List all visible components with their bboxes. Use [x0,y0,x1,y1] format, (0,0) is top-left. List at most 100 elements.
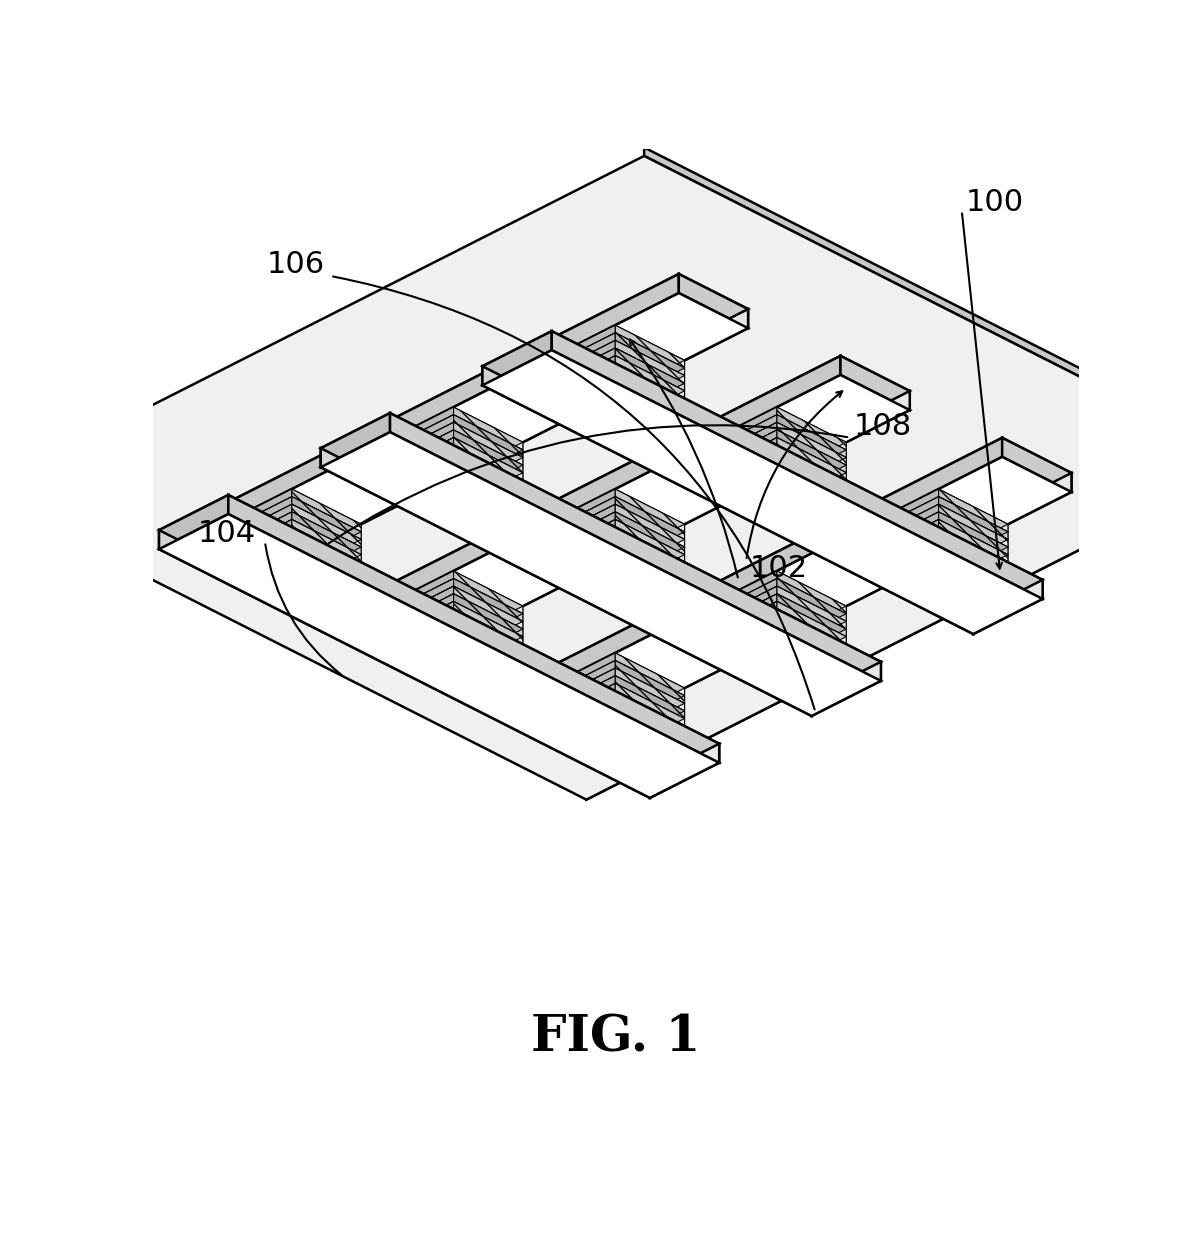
Polygon shape [869,489,939,532]
Polygon shape [385,614,453,656]
Polygon shape [385,414,453,458]
Polygon shape [546,513,685,582]
Polygon shape [869,540,939,582]
Polygon shape [385,442,453,485]
Polygon shape [546,356,615,398]
Polygon shape [615,653,685,696]
Polygon shape [708,606,776,649]
Polygon shape [708,586,846,656]
Polygon shape [708,578,776,622]
Polygon shape [615,360,685,403]
Polygon shape [546,356,685,426]
Polygon shape [385,586,453,629]
Polygon shape [453,571,523,614]
Polygon shape [350,356,910,639]
Polygon shape [939,496,1008,540]
Polygon shape [974,580,1042,634]
Polygon shape [546,524,615,567]
Polygon shape [482,331,552,385]
Polygon shape [552,331,1042,599]
Polygon shape [546,347,685,418]
Polygon shape [708,438,846,508]
Polygon shape [453,442,523,485]
Polygon shape [708,571,846,642]
Polygon shape [869,547,939,589]
Polygon shape [222,547,292,589]
Polygon shape [708,602,776,644]
Polygon shape [615,540,685,582]
Polygon shape [615,383,685,426]
Polygon shape [159,495,228,550]
Polygon shape [615,367,685,411]
Polygon shape [776,407,846,450]
Polygon shape [708,465,776,508]
Polygon shape [385,450,453,493]
Polygon shape [546,653,615,696]
Polygon shape [776,637,846,679]
Polygon shape [546,668,615,711]
Polygon shape [385,422,453,465]
Polygon shape [776,431,846,473]
Polygon shape [708,586,846,656]
Polygon shape [869,520,1008,589]
Polygon shape [385,465,453,508]
Polygon shape [708,594,776,637]
Polygon shape [321,432,881,716]
Polygon shape [869,513,1008,582]
Polygon shape [292,547,361,589]
Polygon shape [776,571,846,614]
Polygon shape [222,496,292,540]
Polygon shape [615,504,685,547]
Polygon shape [615,660,685,704]
Polygon shape [869,524,939,567]
Polygon shape [453,422,523,465]
Polygon shape [869,513,939,555]
Polygon shape [453,473,523,515]
Polygon shape [708,637,776,679]
Polygon shape [939,532,1008,575]
Text: 102: 102 [750,553,808,583]
Polygon shape [546,684,685,753]
Polygon shape [385,458,453,500]
Polygon shape [615,496,685,540]
Polygon shape [453,629,523,671]
Polygon shape [708,609,846,679]
Polygon shape [222,513,292,555]
Polygon shape [708,602,846,671]
Polygon shape [615,520,685,562]
Polygon shape [321,413,881,697]
Polygon shape [708,629,776,671]
Polygon shape [776,629,846,671]
Polygon shape [546,333,685,403]
Polygon shape [708,438,846,508]
Polygon shape [708,578,846,649]
Polygon shape [453,458,523,500]
Text: FIG. 1: FIG. 1 [531,1014,701,1062]
Polygon shape [869,496,939,540]
Polygon shape [292,496,361,540]
Polygon shape [708,602,846,671]
Polygon shape [222,524,292,567]
Polygon shape [321,448,811,716]
Polygon shape [546,376,615,418]
Polygon shape [419,391,910,659]
Polygon shape [939,540,1008,582]
Polygon shape [546,532,615,575]
Polygon shape [546,520,685,589]
Polygon shape [188,522,257,577]
Polygon shape [453,614,523,656]
Polygon shape [222,520,292,562]
Polygon shape [385,629,453,671]
Polygon shape [776,622,846,664]
Polygon shape [385,431,523,500]
Polygon shape [453,578,523,622]
Polygon shape [0,156,1202,799]
Polygon shape [453,407,523,450]
Polygon shape [708,594,846,664]
Polygon shape [350,356,840,624]
Polygon shape [385,622,453,664]
Polygon shape [453,450,523,493]
Polygon shape [708,586,776,629]
Polygon shape [708,473,776,515]
Polygon shape [546,688,615,731]
